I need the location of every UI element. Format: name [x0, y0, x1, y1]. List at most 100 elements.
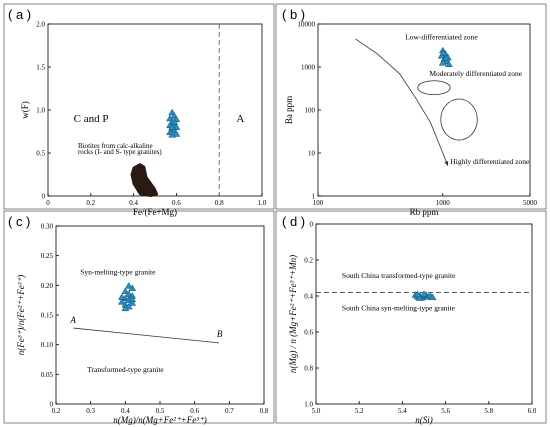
- region-label-c-and-p: C and P: [74, 113, 109, 125]
- region-label-sc-transformed: South China transformed-type granite: [342, 271, 456, 280]
- axes-b: [317, 23, 531, 197]
- panel-c-frame: [3, 210, 275, 424]
- y-tick-label-a: 1.5: [36, 64, 45, 72]
- y-tick-label-b: 10000: [298, 21, 316, 29]
- region-label-a: A: [236, 113, 244, 125]
- y-tick-label-b: 1000: [301, 64, 316, 72]
- trend-arrowhead: [444, 160, 449, 166]
- y-axis-label-d: n(Mg) / n (Mg+Fe²⁺+Fe³⁺+Mn): [288, 255, 298, 373]
- x-tick-label-b: 5000: [523, 199, 538, 207]
- line-ab: [73, 327, 219, 344]
- y-tick-label-a: 0: [42, 193, 46, 201]
- y-tick-label-c: 0.20: [41, 282, 54, 290]
- region-label-syn-melting: Syn-melting-type granite: [80, 268, 156, 277]
- x-tick-label-d: 5.6: [441, 407, 450, 415]
- x-axis-label-d: n(Si): [415, 415, 433, 425]
- x-tick-label-d: 5.2: [355, 407, 364, 415]
- x-tick-label-d: 6.0: [528, 407, 537, 415]
- panel-b-label: ( b ): [282, 7, 305, 22]
- panel-a-frame: [3, 3, 275, 210]
- data-point-b: [438, 58, 447, 66]
- region-label-transformed: Transformed-type granite: [87, 365, 164, 374]
- y-tick-label-c: 0: [50, 401, 54, 409]
- data-point-b: [442, 54, 450, 61]
- chart-b: 100 1000 5000 1 10 100 1000 10000 Rb ppm Ba ppm Lo…: [284, 21, 538, 218]
- zone-label-high: Highly differentiated zone: [450, 157, 530, 166]
- x-tick-label-c: 0.7: [225, 407, 234, 415]
- line-label-a: A: [69, 315, 76, 325]
- chart-c: 0.2 0.3 0.4 0.5 0.6 0.7 0.8 0 0.05 0.10 0.15 0.20 0.…: [16, 223, 269, 426]
- data-point-d: [415, 294, 424, 301]
- data-point-c: [128, 299, 137, 306]
- data-point-d: [413, 290, 422, 298]
- data-point-c: [121, 287, 130, 294]
- x-tick-label-d: 5.0: [312, 407, 321, 415]
- y-tick-label-d: 0.6: [304, 329, 313, 337]
- y-tick-label-c: 0.25: [41, 252, 54, 260]
- x-tick-label-c: 0.8: [260, 407, 269, 415]
- x-tick-label-c: 0.3: [86, 407, 95, 415]
- panel-c-label: ( c ): [8, 214, 30, 229]
- x-tick-label-d: 5.8: [484, 407, 493, 415]
- data-point-b: [445, 60, 453, 68]
- y-tick-label-b: 10: [308, 150, 316, 158]
- x-tick-label-a: 0: [46, 199, 50, 207]
- panel-a-label: ( a ): [8, 7, 31, 22]
- y-axis-label-c: n(Fe³⁺)/n(Fe²⁺+Fe³⁺): [16, 275, 26, 355]
- y-tick-label-b: 100: [305, 107, 316, 115]
- data-point-c: [118, 293, 126, 300]
- axes-a: [47, 23, 263, 197]
- x-tick-label-a: 0.8: [215, 199, 224, 207]
- data-point-c: [128, 284, 137, 291]
- y-tick-label-a: 2.0: [36, 21, 45, 29]
- y-tick-label-d: 0.4: [304, 293, 313, 301]
- x-axis-label-c: n(Mg)/n(Mg+Fe²⁺+Fe³⁺): [113, 415, 207, 425]
- x-tick-label-a: 0.6: [172, 199, 181, 207]
- x-tick-label-b: 1000: [436, 199, 451, 207]
- y-tick-label-d: 0: [310, 221, 314, 229]
- x-tick-label-a: 0.2: [86, 199, 95, 207]
- moderate-zone-ellipse: [417, 80, 451, 96]
- high-zone-ellipse: [440, 98, 478, 141]
- differentiation-trend-curve: [355, 38, 449, 167]
- data-point-d: [428, 293, 437, 301]
- x-axis-label-b: Rb ppm: [410, 207, 439, 217]
- y-tick-label-c: 0.10: [41, 341, 54, 349]
- x-tick-label-c: 0.5: [156, 407, 165, 415]
- y-tick-label-a: 1.0: [36, 107, 45, 115]
- zone-label-low: Low-differentiated zone: [405, 32, 478, 41]
- data-point-c: [128, 295, 137, 303]
- data-point-a: [168, 123, 176, 130]
- y-tick-label-c: 0.15: [41, 312, 54, 320]
- data-point-c: [121, 304, 130, 312]
- chart-a: 0 0.2 0.4 0.6 0.8 1.0 0 0.5 1.0 1.5 2.0 Fe/(Fe+Mg) w…: [20, 21, 267, 218]
- data-point-d: [420, 290, 428, 297]
- y-axis-label-a: w(F): [20, 101, 30, 119]
- y-tick-label-d: 1.0: [304, 401, 313, 409]
- data-point-c: [124, 282, 133, 289]
- panel-d-label: ( d ): [282, 214, 305, 229]
- panel-b-frame: [275, 3, 547, 210]
- x-tick-label-c: 0.2: [52, 407, 61, 415]
- y-tick-label-a: 0.5: [36, 150, 45, 158]
- axes-d: [315, 223, 533, 405]
- x-axis-label-a: Fe/(Fe+Mg): [133, 207, 177, 217]
- data-point-a: [168, 131, 176, 138]
- data-point-c: [118, 298, 126, 305]
- panel-d-frame: [275, 210, 547, 424]
- chart-d: 5.0 5.2 5.4 5.6 5.8 6.0 0 0.2 0.4 0.6 0.8 1.0 n(Si) n…: [288, 221, 537, 426]
- x-tick-label-b: 100: [313, 199, 324, 207]
- data-point-a: [172, 130, 181, 137]
- x-tick-label-c: 0.4: [121, 407, 130, 415]
- line-label-b: B: [217, 329, 223, 339]
- axes-c: [55, 225, 265, 405]
- zone-label-moderate: Moderately differentiated zone: [429, 69, 522, 78]
- data-point-a: [170, 118, 179, 125]
- x-tick-label-c: 0.6: [190, 407, 199, 415]
- y-tick-label-d: 0.8: [304, 365, 313, 373]
- blob-label-line-2: rocks (I- and S- type granites): [78, 148, 162, 156]
- data-point-b: [439, 49, 448, 56]
- x-tick-label-a: 0.4: [129, 199, 138, 207]
- y-tick-label-b: 1: [312, 193, 316, 201]
